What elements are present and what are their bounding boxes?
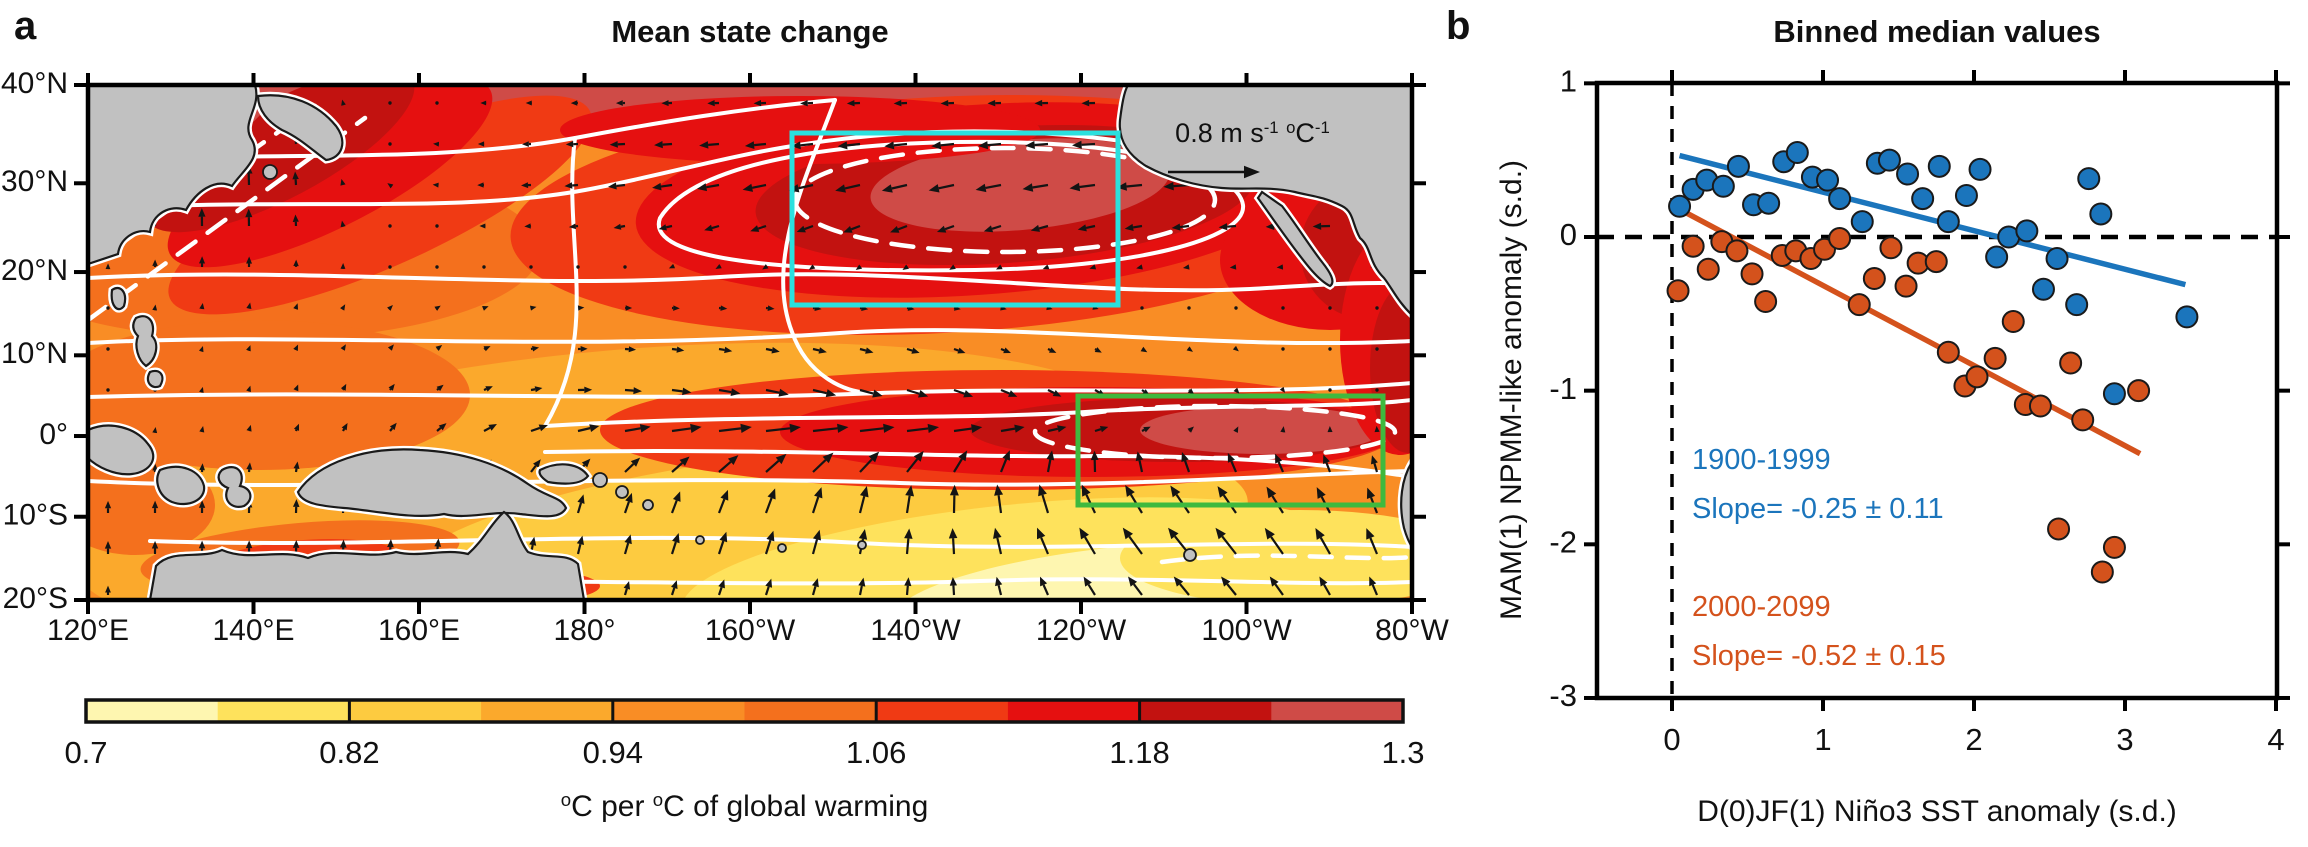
lat-tick-label: 10°S <box>3 499 68 532</box>
lat-tick-label: 10°N <box>1 337 68 370</box>
b-x-axis-label: D(0)JF(1) Niño3 SST anomaly (s.d.) <box>1697 795 2177 828</box>
trend-line-orange <box>1678 206 2142 457</box>
b-x-tick-label: 2 <box>1965 722 1982 757</box>
colorbar-tick-label: 1.18 <box>1109 735 1169 770</box>
lat-tick-label: 30°N <box>1 165 68 198</box>
lon-tick-label: 120°W <box>1036 614 1127 647</box>
b-y-tick-label: -2 <box>1549 525 1577 560</box>
b-y-tick-label: 1 <box>1560 64 1577 99</box>
b-y-tick-label: -1 <box>1549 371 1577 406</box>
b-y-tick-label: -3 <box>1549 678 1577 713</box>
colorbar: 0.7 0.82 0.94 1.06 1.18 1.3 <box>64 698 1425 770</box>
scale-arrow <box>1168 165 1260 179</box>
legend-2000-2099: 2000-2099 Slope= -0.52 ± 0.15 <box>1692 583 1946 681</box>
green-region-box <box>1075 393 1386 508</box>
panel-b-title: Binned median values <box>1773 14 2101 49</box>
trend-line-blue <box>1678 152 2187 288</box>
lon-tick-label: 160°W <box>705 614 796 647</box>
b-x-tick-label: 0 <box>1663 722 1680 757</box>
scatter-series-orange <box>1666 227 2151 584</box>
panel-b-letter: b <box>1446 4 1471 48</box>
lat-tick-label: 20°S <box>3 582 68 615</box>
cyan-region-box <box>789 130 1121 308</box>
b-y-tick-label: 0 <box>1560 217 1577 252</box>
wind-scale-annotation: 0.8 m s-1 oC-1 <box>1175 117 1330 148</box>
scale-sup2: -1 <box>1314 117 1330 137</box>
legend-slope-blue: Slope= -0.25 ± 0.11 <box>1692 493 1944 525</box>
colorbar-tick-label: 0.7 <box>64 735 107 770</box>
lat-tick-label: 20°N <box>1 254 68 287</box>
lon-tick-label: 100°W <box>1201 614 1292 647</box>
colorbar-tick-label: 1.3 <box>1381 735 1424 770</box>
scale-sup1: -1 <box>1263 117 1279 137</box>
colorbar-tick-label: 1.06 <box>846 735 906 770</box>
lat-tick-label: 0° <box>39 418 68 451</box>
panel-a-title: Mean state change <box>611 14 889 49</box>
lon-tick-label: 120°E <box>47 614 129 647</box>
lat-tick-label: 40°N <box>1 67 68 100</box>
b-y-axis-label: MAM(1) NPMM-like anomaly (s.d.) <box>1495 159 1528 621</box>
scale-text: 0.8 m s <box>1175 118 1264 148</box>
lon-tick-label: 180° <box>553 614 615 647</box>
lon-tick-label: 80°W <box>1375 614 1449 647</box>
colorbar-caption: oC per oC of global warming <box>560 788 929 823</box>
legend-period-orange: 2000-2099 <box>1692 591 1831 623</box>
lon-tick-label: 140°E <box>212 614 294 647</box>
panel-a-letter: a <box>14 4 37 48</box>
colorbar-tick-label: 0.94 <box>583 735 643 770</box>
legend-1900-1999: 1900-1999 Slope= -0.25 ± 0.11 <box>1692 436 1944 534</box>
lon-tick-label: 140°W <box>870 614 961 647</box>
colorbar-tick-label: 0.82 <box>319 735 379 770</box>
legend-period-blue: 1900-1999 <box>1692 444 1831 476</box>
b-x-tick-label: 3 <box>2116 722 2133 757</box>
scale-sup-deg: o <box>1286 117 1296 137</box>
legend-slope-orange: Slope= -0.52 ± 0.15 <box>1692 640 1946 672</box>
lon-tick-label: 160°E <box>378 614 460 647</box>
landmasses <box>88 85 1412 600</box>
b-x-tick-label: 1 <box>1814 722 1831 757</box>
scatter-series-blue <box>1668 140 2199 406</box>
b-x-tick-label: 4 <box>2267 722 2284 757</box>
